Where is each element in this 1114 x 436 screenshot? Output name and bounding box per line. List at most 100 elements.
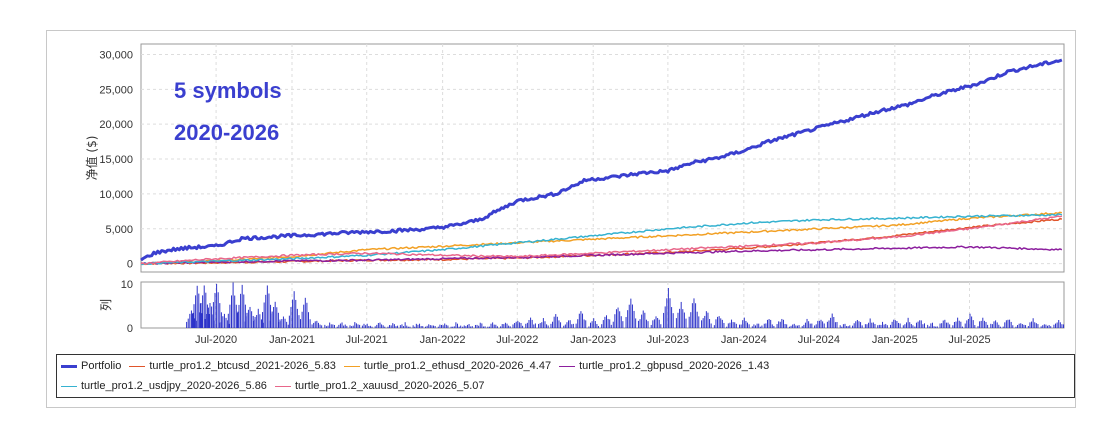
trade-bar bbox=[941, 323, 943, 328]
trade-bar bbox=[293, 291, 295, 328]
trade-bar bbox=[645, 319, 647, 328]
trade-bar bbox=[868, 322, 870, 328]
trade-bar bbox=[776, 324, 778, 328]
trade-bar bbox=[209, 303, 211, 328]
trade-bar bbox=[216, 283, 218, 328]
trade-bar bbox=[855, 321, 857, 328]
trade-bar bbox=[753, 324, 755, 328]
trade-bar bbox=[647, 321, 649, 328]
trade-bar bbox=[403, 326, 405, 328]
trade-bar bbox=[614, 314, 616, 328]
trade-bar bbox=[698, 316, 700, 328]
trade-bar bbox=[915, 322, 917, 328]
trade-bar bbox=[300, 319, 302, 328]
trade-bar bbox=[872, 322, 874, 328]
trade-bar bbox=[457, 323, 459, 328]
trade-bar bbox=[517, 320, 519, 328]
trade-bar bbox=[930, 323, 932, 328]
trade-bar bbox=[452, 326, 454, 328]
trade-bar bbox=[1009, 319, 1011, 328]
trade-bar bbox=[343, 325, 345, 328]
trade-bar bbox=[1032, 318, 1034, 328]
trade-bar bbox=[882, 321, 884, 328]
trade-bar bbox=[969, 313, 971, 328]
trade-bar bbox=[602, 320, 604, 328]
trade-bar bbox=[619, 311, 621, 328]
legend-item-usdjpy: turtle_pro1.2_usdjpy_2020-2026_5.86 bbox=[61, 380, 267, 392]
trade-bar bbox=[650, 324, 652, 328]
trade-bar bbox=[433, 325, 435, 328]
trade-bar bbox=[977, 326, 979, 328]
trade-bar bbox=[381, 324, 383, 328]
trade-bar bbox=[206, 314, 208, 328]
trade-bar bbox=[495, 324, 497, 328]
trade-bar bbox=[811, 323, 813, 328]
trade-bar bbox=[365, 325, 367, 328]
trade-bar bbox=[1037, 324, 1039, 328]
trade-bar bbox=[282, 316, 284, 328]
trade-bar bbox=[241, 284, 243, 328]
trade-bar bbox=[1005, 320, 1007, 328]
trade-bar bbox=[923, 323, 925, 328]
trade-bar bbox=[912, 325, 914, 328]
trade-bar bbox=[263, 302, 265, 328]
trade-bar bbox=[682, 309, 684, 328]
trade-bar bbox=[563, 325, 565, 328]
trade-bar bbox=[910, 324, 912, 328]
trade-bar bbox=[575, 323, 577, 328]
trade-bar bbox=[896, 321, 898, 328]
trade-bar bbox=[377, 323, 379, 328]
trade-bar bbox=[541, 322, 543, 328]
trade-bar bbox=[281, 319, 283, 328]
trade-bar bbox=[262, 322, 264, 328]
legend-label-gbpusd: turtle_pro1.2_gbpusd_2020-2026_1.43 bbox=[579, 360, 770, 372]
trade-bar bbox=[201, 313, 203, 328]
trade-bar bbox=[235, 304, 237, 328]
trade-bar bbox=[450, 326, 452, 328]
x-tick-label: Jul-2020 bbox=[195, 334, 237, 346]
trade-bar bbox=[1004, 322, 1006, 328]
trade-bar bbox=[571, 324, 573, 328]
trade-bar bbox=[470, 326, 472, 328]
trade-bar bbox=[556, 316, 558, 328]
trade-bar bbox=[442, 325, 444, 328]
trade-bar bbox=[701, 320, 703, 328]
trade-bar bbox=[979, 321, 981, 328]
trade-bar bbox=[397, 325, 399, 328]
trade-bar bbox=[1007, 319, 1009, 328]
trade-bar bbox=[582, 313, 584, 328]
trade-bar bbox=[252, 320, 254, 328]
trade-bar bbox=[952, 325, 954, 328]
trade-bar bbox=[463, 325, 465, 328]
series-line-gbpusd bbox=[140, 245, 1063, 265]
trade-bar bbox=[552, 321, 554, 328]
trade-bar bbox=[327, 325, 329, 328]
trade-bar bbox=[420, 325, 422, 328]
trade-bar bbox=[955, 321, 957, 328]
trade-bar bbox=[731, 319, 733, 328]
trade-bar bbox=[842, 324, 844, 328]
trade-bar bbox=[204, 318, 206, 328]
trade-bar bbox=[501, 324, 503, 328]
trade-bar bbox=[702, 318, 704, 328]
trade-bar bbox=[346, 325, 348, 328]
trade-bar bbox=[558, 320, 560, 328]
trade-bar bbox=[479, 322, 481, 328]
trade-bar bbox=[249, 306, 251, 328]
trade-bar bbox=[922, 324, 924, 328]
trade-bar bbox=[389, 325, 391, 328]
trade-bar bbox=[935, 326, 937, 328]
trade-bar bbox=[751, 326, 753, 328]
trade-bar bbox=[1031, 321, 1033, 328]
trade-bar bbox=[628, 304, 630, 328]
trade-bar bbox=[726, 326, 728, 328]
trade-bar bbox=[303, 304, 305, 328]
trade-bar bbox=[194, 318, 196, 328]
trade-bar bbox=[890, 324, 892, 328]
trade-bar bbox=[878, 324, 880, 328]
trade-bar bbox=[225, 317, 227, 328]
trade-bar bbox=[504, 322, 506, 328]
trade-bar bbox=[1061, 324, 1063, 328]
x-tick-label: Jan-2024 bbox=[721, 334, 767, 346]
